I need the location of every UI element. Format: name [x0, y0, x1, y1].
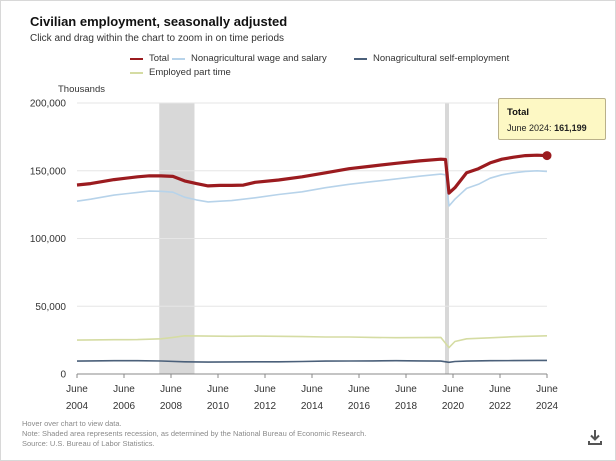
legend-item-wage[interactable]: Nonagricultural wage and salary: [172, 53, 327, 64]
legend-label-self: Nonagricultural self-employment: [373, 53, 510, 64]
download-icon[interactable]: [586, 428, 604, 446]
legend-item-total[interactable]: Total: [130, 53, 169, 64]
x-tick-label-year-2: 2008: [160, 401, 183, 412]
x-tick-label-month-1: June: [113, 384, 135, 395]
chart-subtitle: Click and drag within the chart to zoom …: [30, 33, 285, 44]
legend-label-total: Total: [149, 53, 170, 64]
y-tick-label-1: 50,000: [35, 302, 66, 313]
series-line-parttime[interactable]: [76, 335, 548, 349]
tooltip-line: June 2024: 161,199: [507, 123, 587, 133]
y-tick-label-0: 0: [60, 370, 66, 381]
series-line-total[interactable]: [76, 153, 548, 195]
x-tick-label-month-10: June: [536, 384, 558, 395]
x-tick-label-month-2: June: [160, 384, 182, 395]
tooltip-value: 161,199: [554, 123, 587, 133]
x-tick-label-year-8: 2020: [442, 401, 465, 412]
tooltip: Total June 2024: 161,199: [498, 98, 606, 140]
series-line-self[interactable]: [76, 359, 547, 364]
legend-item-parttime[interactable]: Employed part time: [130, 67, 231, 78]
x-tick-label-year-6: 2016: [348, 401, 371, 412]
y-tick-label-4: 200,000: [30, 99, 67, 110]
footer-hover-note: Hover over chart to view data.: [22, 419, 122, 428]
x-tick-label-month-0: June: [66, 384, 88, 395]
hover-marker: [542, 151, 552, 161]
x-tick-label-month-9: June: [489, 384, 511, 395]
tooltip-series: Total: [507, 107, 529, 118]
tooltip-date: June 2024: [507, 123, 550, 133]
chart-title: Civilian employment, seasonally adjusted: [30, 14, 288, 29]
y-tick-label-2: 100,000: [30, 234, 67, 245]
legend-item-self[interactable]: Nonagricultural self-employment: [354, 53, 509, 64]
x-tick-label-month-8: June: [442, 384, 464, 395]
x-tick-label-month-3: June: [207, 384, 229, 395]
legend-label-wage: Nonagricultural wage and salary: [191, 53, 327, 64]
y-axis-unit-label: Thousands: [58, 84, 106, 95]
series-line-wage[interactable]: [76, 170, 548, 207]
legend-swatch-total: [130, 57, 143, 60]
y-tick-label-3: 150,000: [30, 166, 67, 177]
x-tick-label-year-1: 2006: [113, 401, 136, 412]
x-tick-label-year-4: 2012: [254, 401, 277, 412]
x-tick-label-month-4: June: [254, 384, 276, 395]
x-tick-label-month-6: June: [348, 384, 370, 395]
x-tick-label-year-5: 2014: [301, 401, 324, 412]
x-tick-label-year-3: 2010: [207, 401, 230, 412]
x-tick-label-year-0: 2004: [66, 401, 89, 412]
x-tick-label-year-9: 2022: [489, 401, 512, 412]
legend-swatch-wage: [172, 57, 185, 60]
legend-swatch-self: [354, 57, 367, 60]
x-tick-label-month-5: June: [301, 384, 323, 395]
x-tick-label-month-7: June: [395, 384, 417, 395]
footer-recession-note: Note: Shaded area represents recession, …: [22, 429, 367, 438]
footer-source: Source: U.S. Bureau of Labor Statistics.: [22, 439, 155, 448]
legend-label-parttime: Employed part time: [149, 67, 231, 78]
x-tick-label-year-7: 2018: [395, 401, 418, 412]
x-tick-label-year-10: 2024: [536, 401, 559, 412]
legend-swatch-parttime: [130, 71, 143, 74]
